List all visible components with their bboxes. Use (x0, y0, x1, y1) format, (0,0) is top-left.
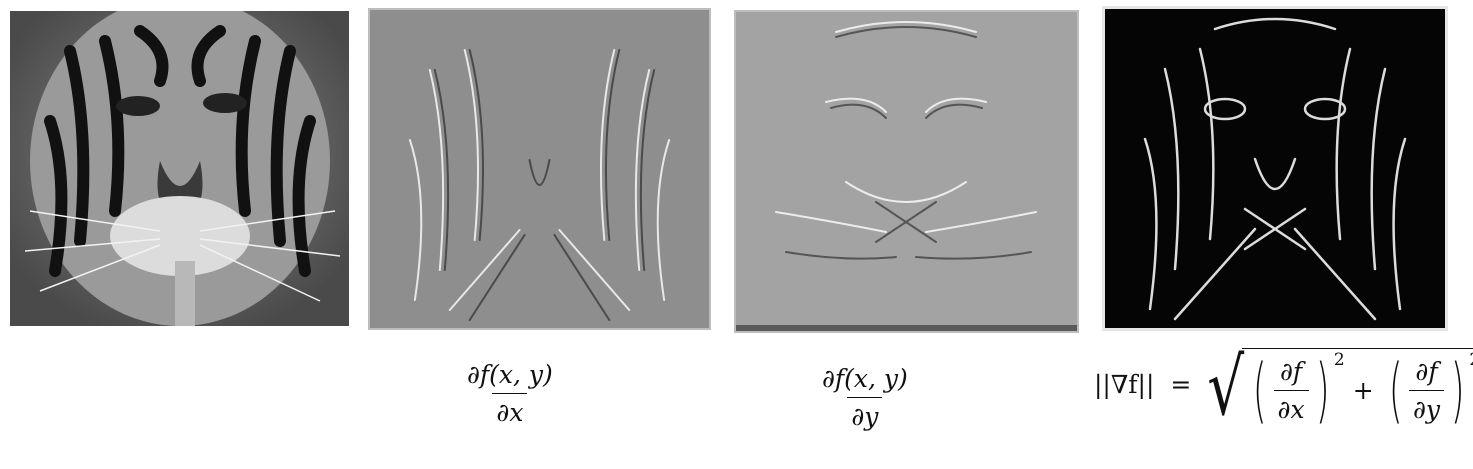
partial-x-denominator: ∂x (492, 393, 527, 425)
right-paren-icon: ) (1315, 355, 1329, 425)
partial-x-formula: ∂f(x, y) ∂x (463, 362, 557, 425)
term1-exponent: 2 (1334, 352, 1345, 369)
partial-y-fraction: ∂f(x, y) ∂y (818, 366, 912, 429)
term2-numerator: ∂f (1411, 359, 1441, 390)
radicand: ( ∂f ∂x ) 2 + ( ∂f ∂y ) 2 (1242, 348, 1473, 425)
term2-denominator: ∂y (1409, 390, 1444, 422)
term1-denominator: ∂x (1274, 390, 1309, 422)
tiger-dy-image (734, 10, 1079, 333)
left-paren-icon: ( (1253, 355, 1267, 425)
partial-x-numerator: ∂f(x, y) (463, 362, 557, 393)
term2-exponent: 2 (1469, 352, 1473, 369)
partial-y-numerator: ∂f(x, y) (818, 366, 912, 397)
tiger-dx-image (368, 8, 711, 330)
plus-sign: + (1353, 378, 1374, 403)
term1-fraction: ∂f ∂x (1274, 359, 1309, 422)
square-root: √ ( ∂f ∂x ) 2 + ( ∂f ∂y ) 2 (1207, 348, 1473, 425)
radical-sign-icon: √ (1207, 347, 1244, 425)
tiger-original-image (10, 11, 349, 326)
term1-numerator: ∂f (1276, 359, 1306, 390)
partial-x-fraction: ∂f(x, y) ∂x (463, 362, 557, 425)
tiger-gradient-magnitude-image (1102, 6, 1448, 331)
equals-sign: = (1170, 370, 1191, 399)
partial-y-denominator: ∂y (847, 397, 882, 429)
partial-y-formula: ∂f(x, y) ∂y (818, 366, 912, 429)
left-paren-icon: ( (1389, 355, 1403, 425)
term2-fraction: ∂f ∂y (1409, 359, 1444, 422)
gradient-norm-lhs: ||∇f|| (1094, 370, 1154, 399)
gradient-magnitude-formula: ||∇f|| = √ ( ∂f ∂x ) 2 + ( ∂f ∂y ) 2 (1094, 348, 1473, 425)
right-paren-icon: ) (1451, 355, 1465, 425)
